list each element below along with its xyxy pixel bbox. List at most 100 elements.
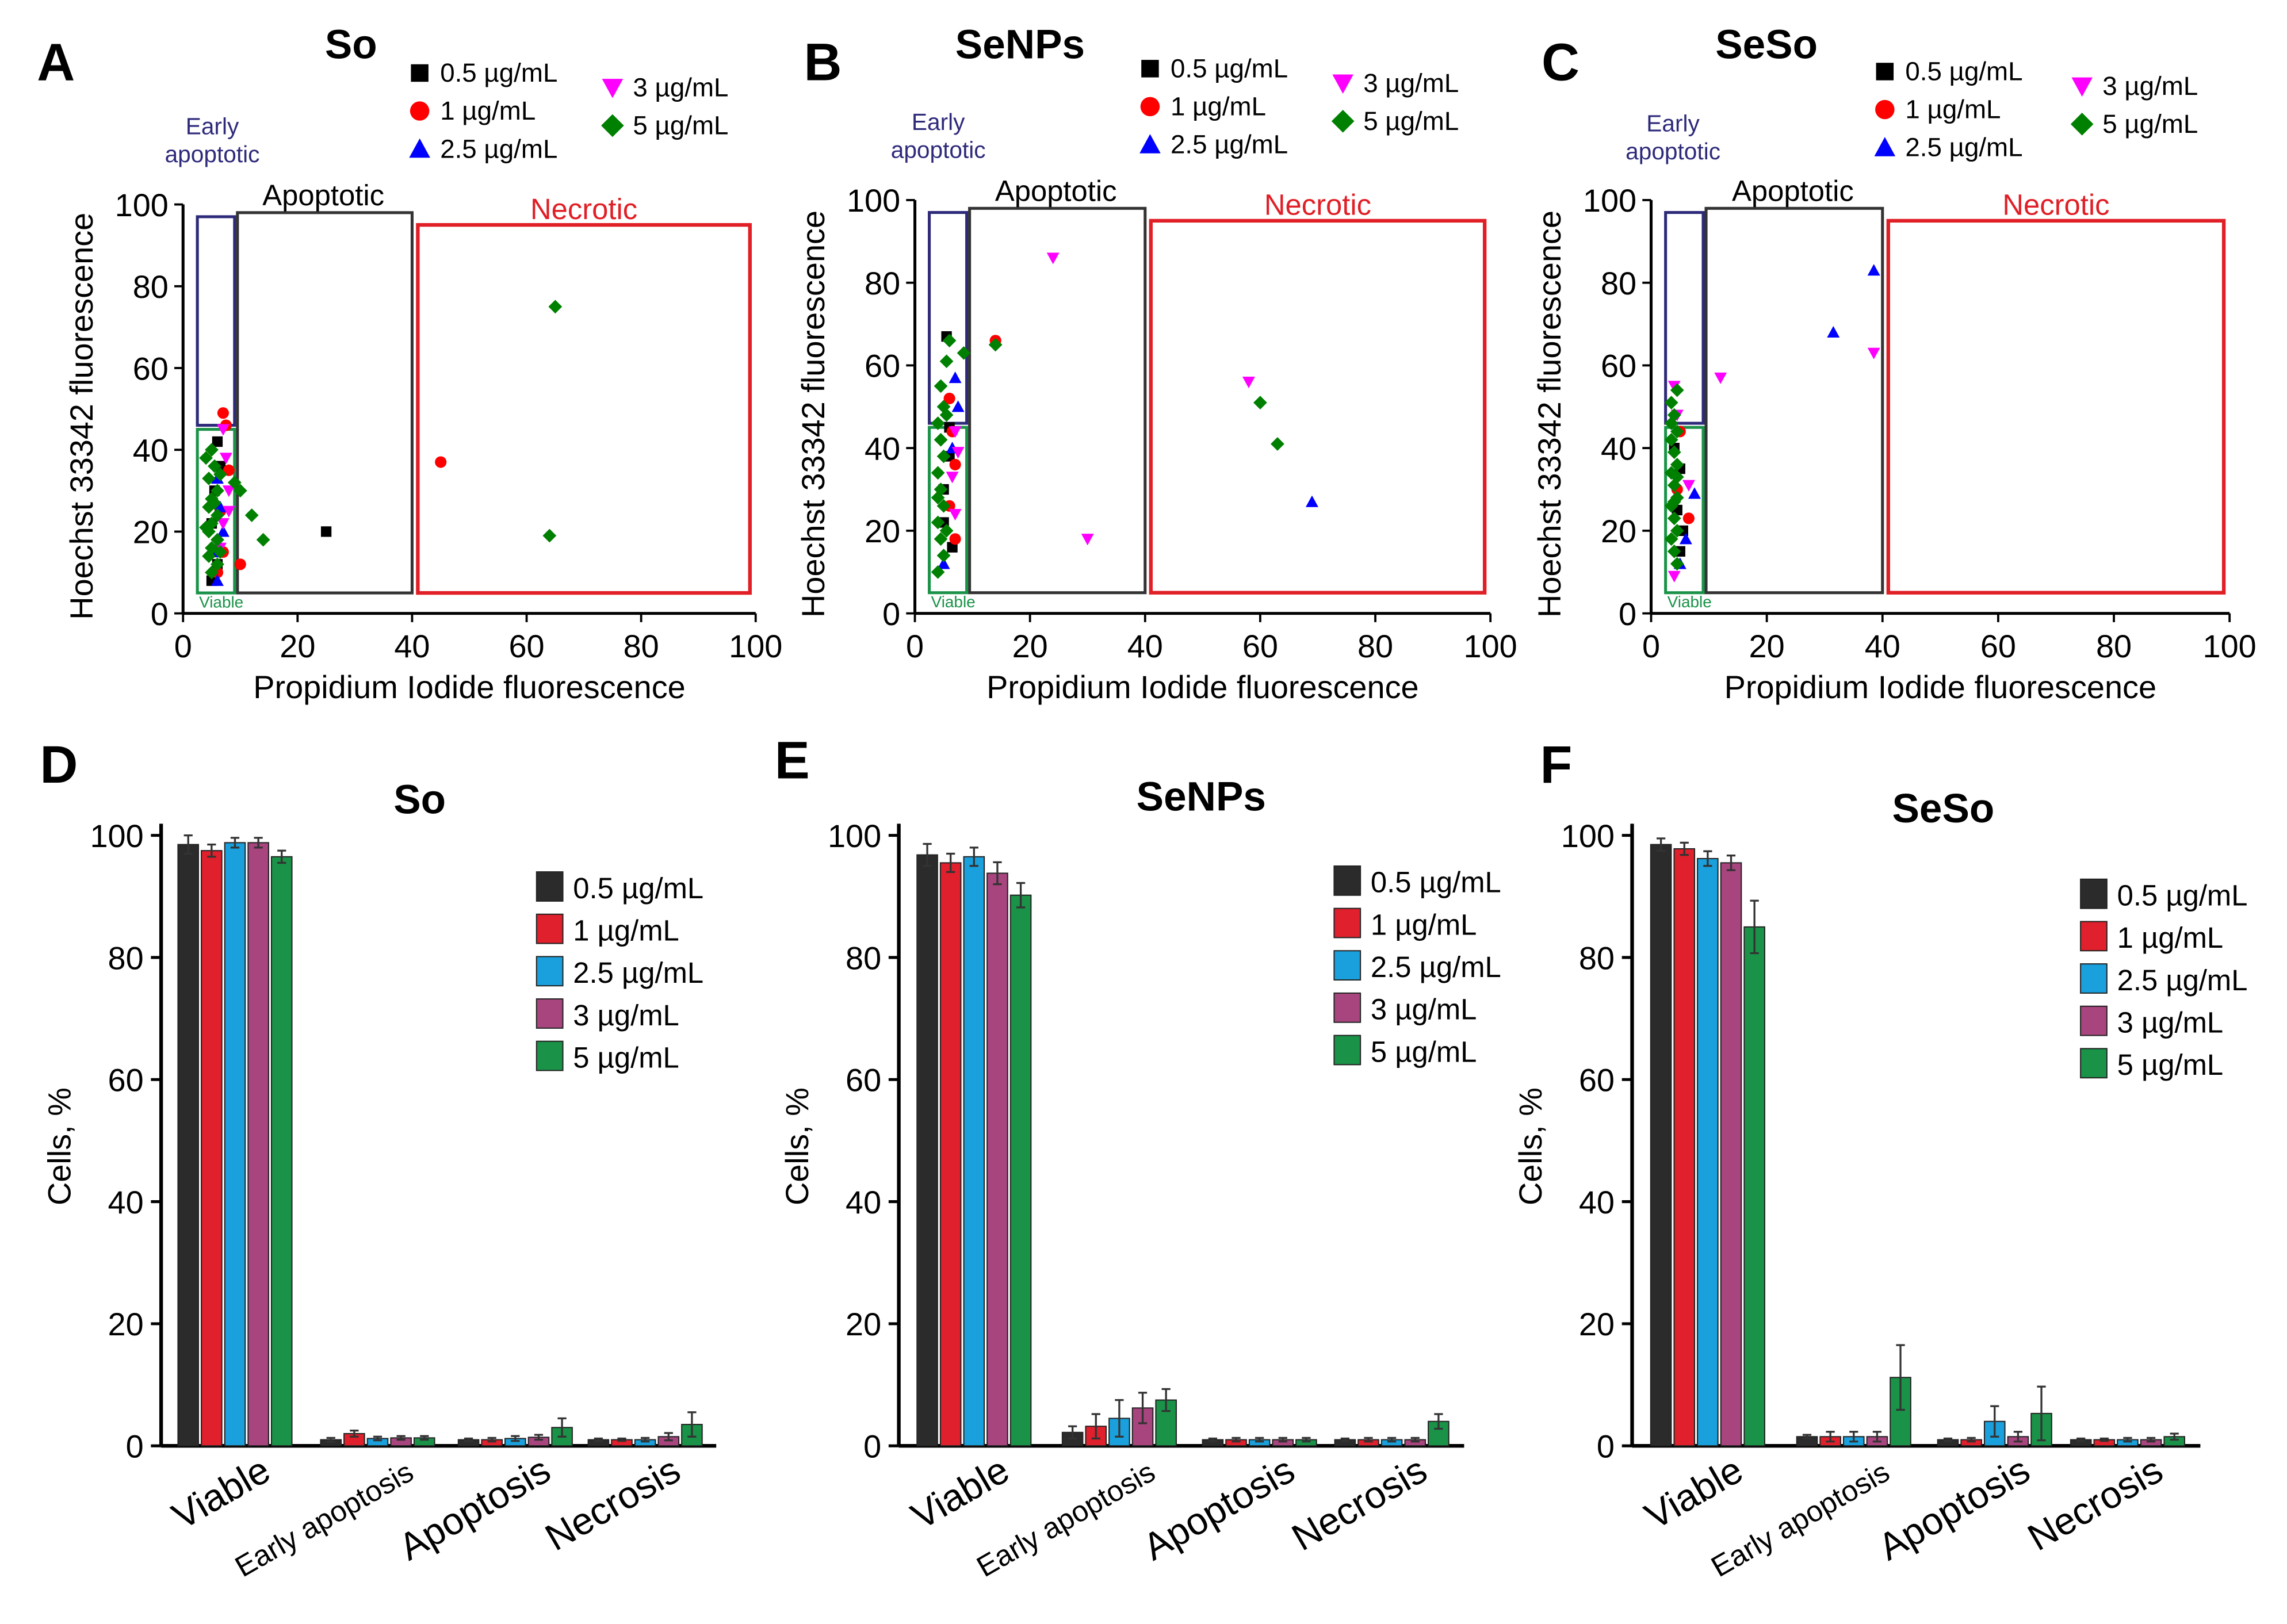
necrotic-gate xyxy=(1149,219,1487,595)
data-point xyxy=(208,459,221,473)
panel-letter: D xyxy=(40,736,78,794)
bar xyxy=(986,872,1008,1447)
legend-swatch xyxy=(2080,921,2108,952)
data-point xyxy=(1667,511,1681,526)
data-point xyxy=(219,453,232,465)
data-point xyxy=(1667,445,1681,459)
panel-letter: C xyxy=(1542,33,1580,92)
gate-label-necrotic: Necrotic xyxy=(1264,189,1371,221)
panel-letter: E xyxy=(775,731,810,790)
bar xyxy=(1743,926,1765,1447)
legend-marker xyxy=(1331,109,1355,133)
y-tick-label: 60 xyxy=(1579,1062,1615,1098)
y-tick-label: 100 xyxy=(115,187,169,223)
y-tick-label: 80 xyxy=(865,265,900,301)
data-point xyxy=(435,456,447,468)
data-point xyxy=(931,565,945,579)
bar xyxy=(963,856,985,1447)
y-tick-label: 40 xyxy=(865,430,900,466)
data-point xyxy=(202,500,216,514)
y-tick-label: 0 xyxy=(882,596,900,632)
gate-label-apoptotic: Apoptotic xyxy=(1732,175,1854,208)
x-tick-label: 80 xyxy=(624,628,659,664)
x-tick-label: 60 xyxy=(1242,628,1278,664)
panel-letter: B xyxy=(804,33,842,92)
y-tick-label: 100 xyxy=(1561,818,1615,854)
legend-label: 3 µg/mL xyxy=(2102,71,2198,101)
legend-label: 3 µg/mL xyxy=(2117,1006,2224,1039)
legend-label: 1 µg/mL xyxy=(573,914,679,947)
y-axis-label: Hoechst 33342 fluorescence xyxy=(795,210,831,618)
legend-swatch xyxy=(1333,907,1362,939)
series-3 xyxy=(213,424,235,554)
data-point xyxy=(202,472,216,485)
y-axis-label: Cells, % xyxy=(779,1087,815,1205)
y-tick-label: 20 xyxy=(108,1306,144,1342)
bar xyxy=(1009,894,1032,1447)
data-point xyxy=(216,518,230,530)
gate-label-early: Early xyxy=(1646,110,1700,137)
legend-marker xyxy=(1139,134,1161,154)
data-point xyxy=(931,466,945,480)
legend-label: 2.5 µg/mL xyxy=(1371,951,1501,983)
legend-swatch xyxy=(536,1040,564,1071)
data-point xyxy=(1670,523,1684,538)
x-tick-label: 40 xyxy=(1127,628,1163,664)
data-point xyxy=(213,545,227,559)
chart-title: SeNPs xyxy=(1137,774,1266,819)
data-point xyxy=(949,508,962,521)
data-point xyxy=(949,533,961,545)
data-point xyxy=(542,528,557,543)
x-tick-label: Apoptosis xyxy=(1871,1448,2037,1568)
legend-label: 3 µg/mL xyxy=(1371,993,1477,1026)
data-point xyxy=(212,436,223,447)
series-4 xyxy=(199,300,563,580)
data-point xyxy=(931,515,945,530)
y-tick-label: 100 xyxy=(847,182,900,219)
legend-swatch xyxy=(2080,1005,2108,1036)
data-point xyxy=(1664,396,1678,409)
data-point xyxy=(946,472,959,484)
chart-title: SeSo xyxy=(1892,786,1995,832)
y-axis-label: Cells, % xyxy=(1512,1087,1548,1205)
bar xyxy=(1673,848,1696,1447)
legend-label: 1 µg/mL xyxy=(2117,921,2224,954)
data-point xyxy=(205,443,219,457)
data-point xyxy=(223,464,235,476)
apoptotic-gate xyxy=(1704,206,1884,595)
data-point xyxy=(548,300,563,314)
apoptotic-gate xyxy=(236,211,414,595)
y-tick-label: 20 xyxy=(846,1306,881,1342)
legend-label: 2.5 µg/mL xyxy=(1171,130,1288,159)
gate-label-early: Early xyxy=(186,113,239,140)
bar xyxy=(177,844,200,1447)
data-point xyxy=(936,499,951,513)
bar xyxy=(1720,862,1742,1447)
gate-label-apoptotic: Apoptotic xyxy=(262,179,384,212)
legend-marker xyxy=(1140,97,1160,117)
y-tick-label: 100 xyxy=(90,818,143,854)
early-apoptotic-gate xyxy=(196,215,236,427)
legend-label: 2.5 µg/mL xyxy=(2117,964,2248,997)
y-tick-label: 40 xyxy=(108,1184,144,1220)
chart-title: SeNPs xyxy=(955,22,1085,68)
data-point xyxy=(1682,512,1695,524)
y-tick-label: 80 xyxy=(1579,940,1615,976)
y-tick-label: 0 xyxy=(863,1428,881,1464)
data-point xyxy=(1664,432,1678,447)
legend-marker xyxy=(1874,137,1896,156)
data-point xyxy=(1714,372,1727,384)
bar xyxy=(1697,857,1719,1447)
legend-label: 1 µg/mL xyxy=(1371,908,1477,941)
legend-marker xyxy=(409,138,430,158)
y-tick-label: 80 xyxy=(108,940,144,976)
y-tick-label: 40 xyxy=(133,432,169,469)
legend-label: 3 µg/mL xyxy=(573,999,679,1032)
gate-label-early: apoptotic xyxy=(165,141,260,167)
chart-title: So xyxy=(393,777,446,823)
viable-gate xyxy=(1664,426,1705,595)
y-tick-label: 0 xyxy=(1619,596,1636,632)
legend-swatch xyxy=(536,871,564,902)
legend-label: 5 µg/mL xyxy=(1371,1035,1477,1068)
